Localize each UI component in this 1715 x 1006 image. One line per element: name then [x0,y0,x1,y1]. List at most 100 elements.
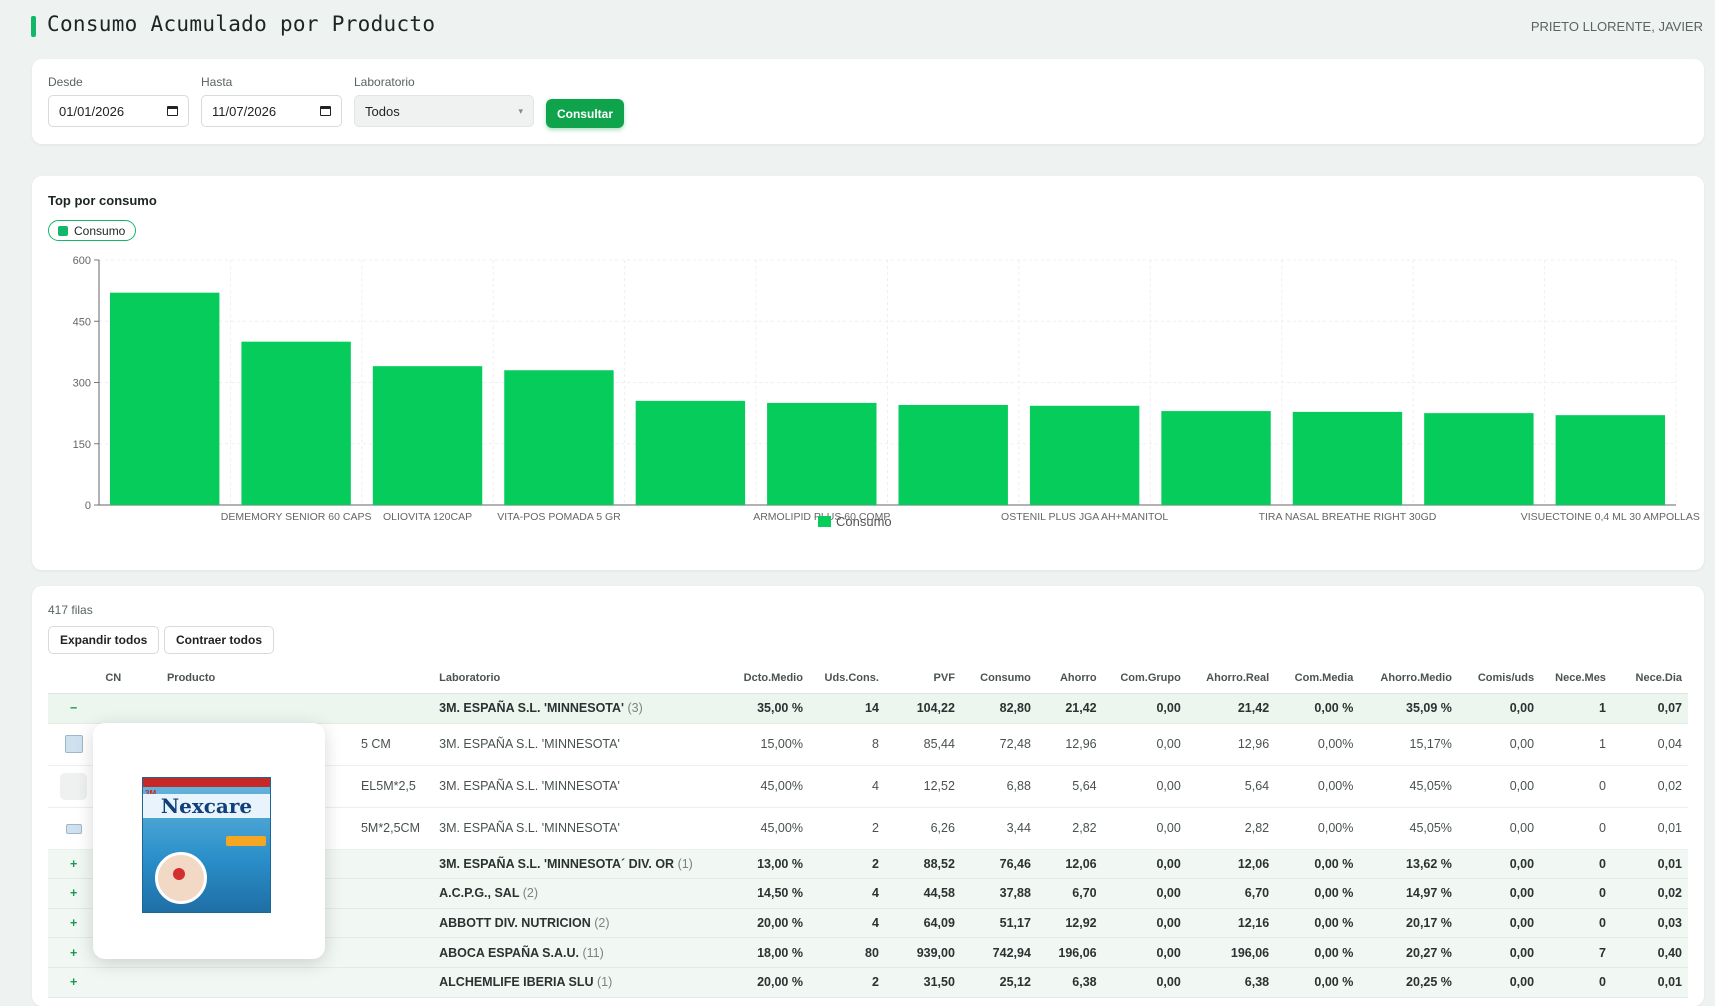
group-row[interactable]: + ALCHEMLIFE IBERIA SLU (1) 20,00 % 2 31,50 2… [48,967,1688,998]
collapse-toggle[interactable]: − [48,693,100,724]
expand-toggle[interactable]: + [48,937,100,968]
lab-count: (11) [582,945,604,960]
hasta-label: Hasta [201,75,233,89]
value-cell: 0,00 % [1275,849,1360,880]
bar [1292,411,1403,505]
value-cell: 82,80 [960,693,1037,724]
lab-cell: 3M. ESPAÑA S.L. 'MINNESOTA' (3) [433,693,727,724]
value-cell: 0,00 [1102,807,1187,850]
product-thumbnail-icon[interactable] [60,772,88,800]
chevron-down-icon: ▾ [518,105,523,116]
value-cell: 80 [808,937,885,968]
value-cell: 0,00 [1102,937,1187,968]
value-cell: 0,04 [1611,723,1688,766]
desde-date-input[interactable]: 01/01/2026 [48,95,189,127]
value-cell: 0,00 [1102,967,1187,998]
value-cell: 12,96 [1186,723,1276,766]
calendar-icon[interactable] [320,106,331,116]
column-header[interactable]: Uds.Cons. [808,663,885,694]
column-header[interactable]: CN [99,663,161,694]
bar [241,341,351,505]
laboratorio-select[interactable]: Todos ▾ [354,95,534,127]
value-cell: 45,00% [726,765,809,808]
column-header[interactable]: Nece.Dia [1611,663,1688,694]
brand-logo: 3M [145,789,156,798]
value-cell: 20,00 % [726,967,809,998]
group-row[interactable]: −3M. ESPAÑA S.L. 'MINNESOTA' (3) 35,00 % 1… [48,693,1688,724]
value-cell: 0,00% [1275,723,1360,766]
value-cell: 0,40 [1611,937,1688,968]
column-header[interactable]: Ahorro.Real [1186,663,1276,694]
hasta-date-input[interactable]: 11/07/2026 [201,95,342,127]
legend-swatch [818,516,831,527]
value-cell: 6,70 [1036,878,1103,909]
pack-band [143,778,270,787]
lab-name: 3M. ESPAÑA S.L. 'MINNESOTA' [439,701,625,716]
column-header[interactable]: PVF [884,663,961,694]
value-cell: 0,00 [1457,849,1541,880]
user-name[interactable]: PRIETO LLORENTE, JAVIER [1530,19,1703,34]
column-header[interactable]: Comis/uds [1457,663,1541,694]
lab-count: (2) [522,886,539,901]
column-header[interactable]: Producto [160,663,434,694]
expand-toggle[interactable]: + [48,967,100,998]
series-color-dot [58,225,68,236]
value-cell: 0,00 % [1275,937,1360,968]
value-cell: 0,03 [1611,908,1688,939]
column-header[interactable]: Consumo [960,663,1037,694]
product-cell [160,693,434,724]
value-cell: 0 [1540,807,1612,850]
value-cell: 196,06 [1036,937,1103,968]
value-cell: 4 [808,908,885,939]
column-header[interactable]: Dcto.Medio [726,663,809,694]
value-cell: 0,00 [1102,849,1187,880]
expand-toggle[interactable]: + [48,849,100,880]
value-cell: 35,00 % [726,693,809,724]
column-header[interactable] [48,663,100,694]
column-header[interactable]: Com.Media [1275,663,1360,694]
value-cell: 85,44 [884,723,961,766]
bar [767,402,877,505]
lab-name: 3M. ESPAÑA S.L. 'MINNESOTA´ DIV. OR [439,856,675,871]
consultar-button[interactable]: Consultar [546,99,624,128]
value-cell: 5,64 [1036,765,1103,808]
lab-name: ABBOTT DIV. NUTRICION [439,916,591,931]
bar-chart: 0 150 300 450 600 DEMEMORY SENIOR 60 CAPS OLIO… [73,255,1700,529]
column-header[interactable]: Com.Grupo [1102,663,1187,694]
value-cell: 0,00 % [1275,908,1360,939]
column-header[interactable]: Ahorro.Medio [1359,663,1458,694]
x-tick-label: VITA-POS POMADA 5 GR [497,511,621,523]
value-cell: 0,00 [1102,765,1187,808]
product-thumbnail-icon[interactable] [64,735,83,754]
product-thumbnail-icon[interactable] [65,823,82,834]
product-image: 3M Nexcare [142,777,271,913]
pack-illustration-dot [173,868,185,880]
x-tick-label: OLIOVITA 120CAP [383,511,472,523]
bar [110,292,220,505]
page-title: Consumo Acumulado por Producto [47,12,436,36]
column-header[interactable]: Laboratorio [433,663,727,694]
bar [1161,411,1271,505]
value-cell: 0 [1540,765,1612,808]
value-cell: 1 [1540,693,1612,724]
column-header[interactable]: Ahorro [1036,663,1103,694]
value-cell: 0,00 [1102,723,1187,766]
product-row[interactable]: EL5M*2,5 3M. ESPAÑA S.L. 'MINNESOTA' 45,00… [48,765,1688,808]
value-cell: 2,82 [1186,807,1276,850]
column-header[interactable]: Nece.Mes [1540,663,1612,694]
calendar-icon[interactable] [167,106,178,116]
laboratorio-label: Laboratorio [354,75,415,89]
value-cell: 2 [808,807,885,850]
expand-toggle[interactable]: + [48,878,100,909]
value-cell: 0,00 % [1275,967,1360,998]
expand-all-button[interactable]: Expandir todos [48,626,160,654]
y-tick-label: 300 [73,378,91,390]
value-cell: 12,06 [1186,849,1276,880]
expand-toggle[interactable]: + [48,908,100,939]
lab-count: (3) [627,701,643,716]
value-cell: 7 [1540,937,1612,968]
y-tick-label: 0 [85,500,91,512]
collapse-all-button[interactable]: Contraer todos [164,626,275,654]
series-toggle-consumo[interactable]: Consumo [48,220,137,241]
value-cell: 0,00 [1457,937,1541,968]
